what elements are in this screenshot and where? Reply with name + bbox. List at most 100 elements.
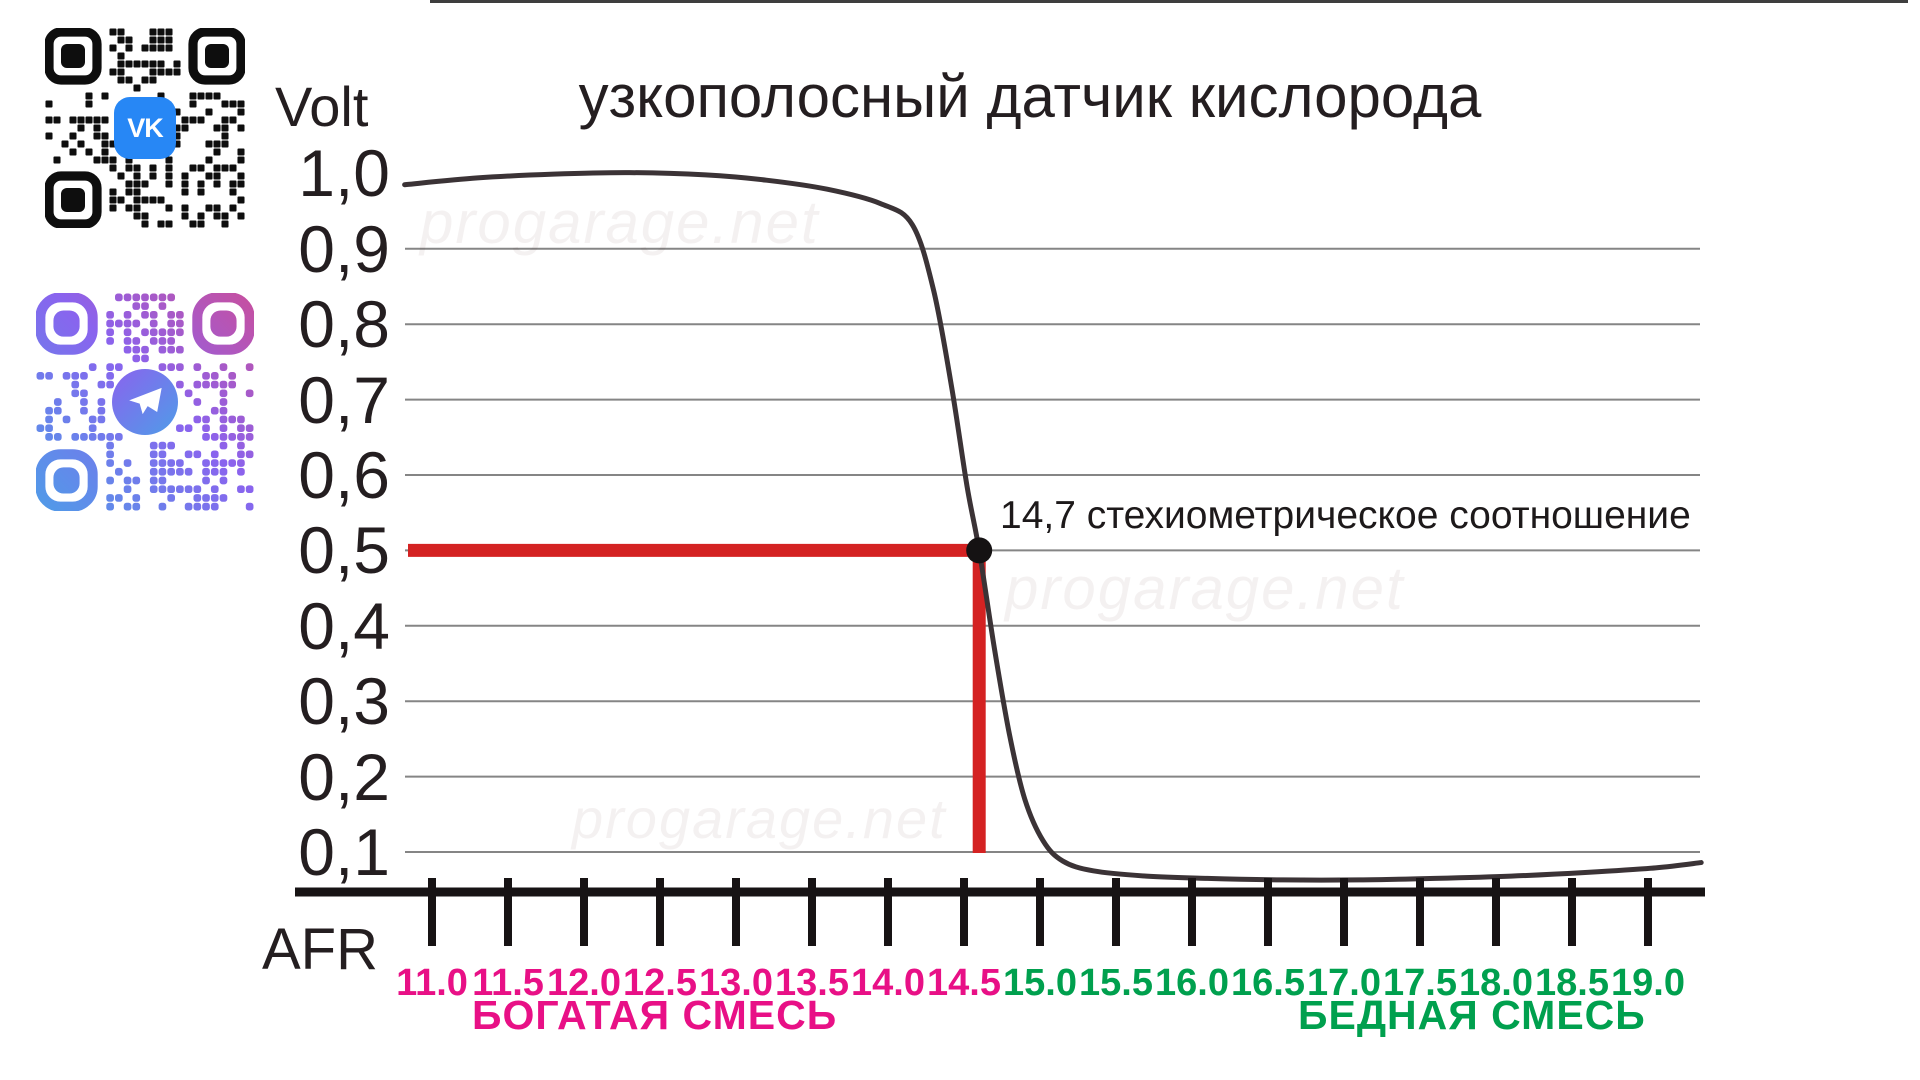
qr-module [237, 108, 245, 116]
qr-module [125, 60, 133, 68]
qr-module [219, 424, 228, 432]
qr-module [197, 188, 205, 196]
qr-module [210, 502, 219, 511]
qr-module [157, 36, 165, 44]
qr-module [167, 293, 175, 302]
qr-module [193, 380, 202, 389]
qr-module [141, 310, 149, 319]
lean-mixture-label: БЕДНАЯ СМЕСЬ [1298, 992, 1646, 1038]
telegram-qr-code [36, 293, 254, 511]
qr-module [202, 380, 210, 389]
qr-module [176, 319, 184, 328]
qr-module [106, 459, 114, 467]
qr-module [165, 220, 173, 228]
qr-module [141, 212, 149, 220]
qr-module [106, 372, 114, 380]
qr-module [219, 459, 228, 467]
qr-module [205, 172, 213, 180]
qr-module [237, 172, 245, 180]
qr-module [85, 148, 93, 156]
qr-module [53, 116, 61, 124]
qr-module [117, 68, 125, 76]
qr-module [101, 156, 109, 164]
qr-module [132, 502, 141, 511]
qr-module [117, 36, 125, 44]
qr-module [106, 494, 114, 502]
qr-module [189, 164, 197, 172]
qr-module [221, 220, 229, 228]
qr-module [245, 502, 254, 511]
qr-module [245, 485, 254, 494]
qr-module [101, 116, 109, 124]
qr-module [213, 164, 221, 172]
qr-module [158, 293, 167, 302]
y-tick-label: 0,4 [298, 588, 390, 663]
qr-finder-outer [188, 28, 245, 85]
qr-module [158, 363, 167, 371]
qr-module [228, 415, 237, 424]
qr-finder-outer [45, 28, 102, 85]
qr-module [157, 196, 165, 204]
qr-module [132, 345, 141, 354]
qr-module [141, 76, 149, 84]
qr-module [80, 389, 88, 398]
qr-module [149, 28, 157, 36]
qr-module [197, 164, 205, 172]
qr-module [237, 100, 245, 108]
qr-module [167, 363, 175, 371]
qr-module [141, 328, 149, 337]
qr-module [123, 345, 132, 354]
qr-module [80, 406, 88, 415]
qr-finder-outer [36, 293, 98, 355]
qr-module [109, 196, 117, 204]
watermark: progarage.net [420, 189, 820, 256]
qr-module [149, 60, 157, 68]
qr-module [45, 372, 53, 380]
qr-module [158, 467, 167, 476]
qr-module [245, 433, 254, 441]
qr-module [117, 172, 125, 180]
qr-module [167, 467, 175, 476]
qr-module [109, 28, 117, 36]
qr-module [88, 363, 97, 371]
qr-module [45, 415, 53, 424]
qr-module [167, 459, 175, 467]
qr-module [213, 92, 221, 100]
qr-module [176, 380, 184, 389]
qr-module [181, 212, 189, 220]
qr-module [149, 164, 157, 172]
qr-module [97, 406, 106, 415]
qr-module [149, 476, 158, 485]
x-tick-label: 16.0 [1155, 962, 1229, 1004]
qr-module [77, 124, 85, 132]
qr-module [106, 337, 114, 345]
qr-module [219, 363, 228, 371]
qr-module [221, 100, 229, 108]
qr-module [109, 204, 117, 212]
qr-module [237, 450, 245, 459]
telegram-qr-modules [36, 293, 254, 511]
qr-module [149, 450, 158, 459]
qr-module [197, 116, 205, 124]
qr-module [184, 502, 193, 511]
qr-module [69, 148, 77, 156]
qr-module [123, 337, 132, 345]
qr-module [202, 494, 210, 502]
qr-module [106, 476, 114, 485]
qr-module [133, 204, 141, 212]
qr-module [165, 172, 173, 180]
qr-module [85, 116, 93, 124]
qr-module [71, 389, 80, 398]
qr-module [115, 494, 123, 502]
qr-module [193, 398, 202, 406]
qr-module [53, 433, 62, 441]
qr-module [106, 450, 114, 459]
qr-module [62, 372, 71, 380]
qr-module [237, 148, 245, 156]
qr-module [213, 148, 221, 156]
qr-finder-inner [53, 467, 80, 494]
x-tick-label: 13.5 [775, 962, 849, 1004]
qr-module [219, 389, 228, 398]
qr-module [149, 319, 158, 328]
qr-module [158, 328, 167, 337]
